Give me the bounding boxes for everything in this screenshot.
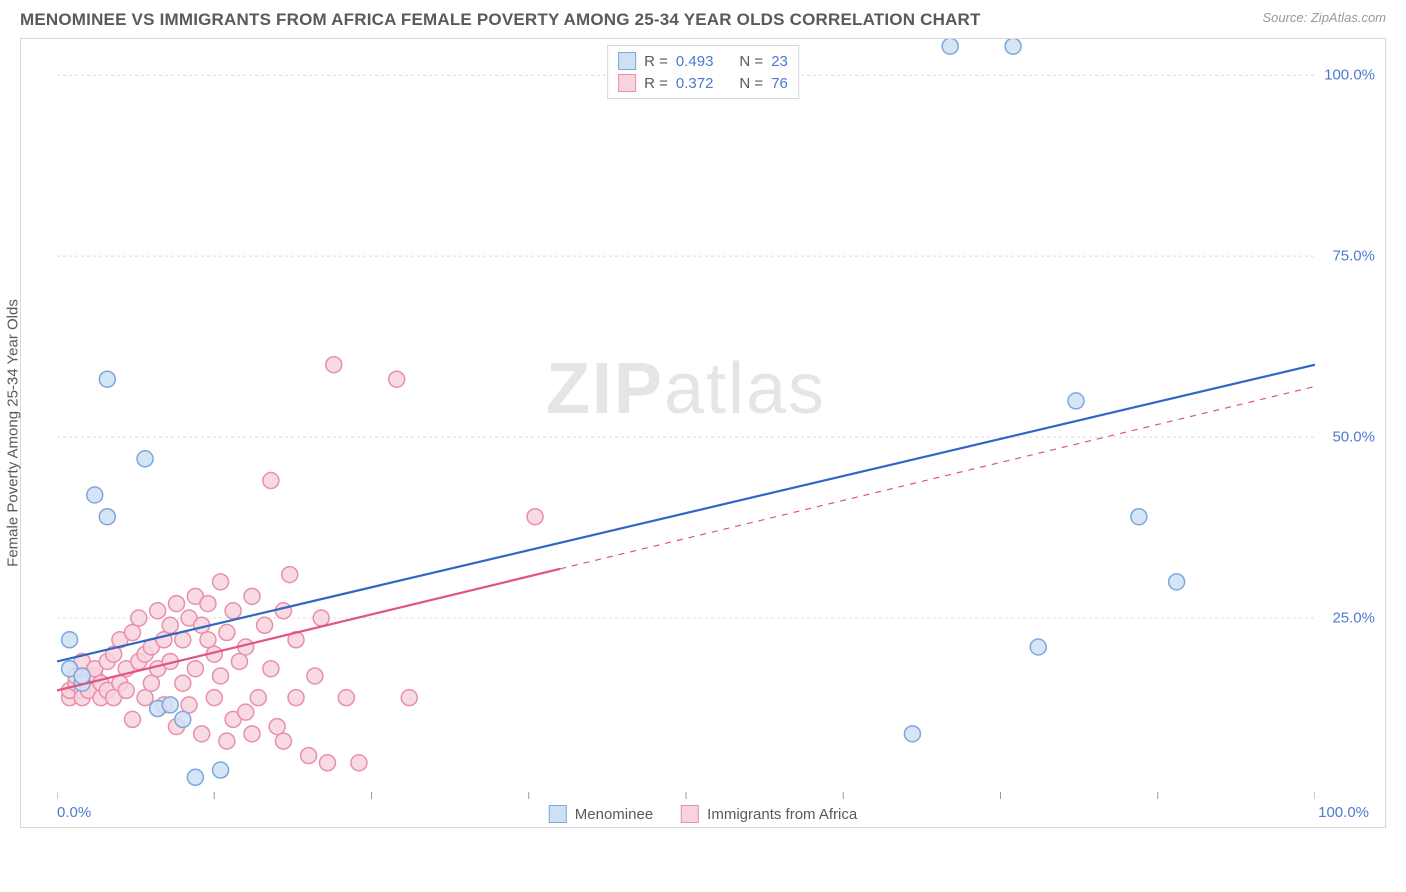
y-tick-label: 50.0%: [1332, 429, 1375, 446]
legend-row-menominee: R = 0.493 N = 23: [618, 50, 788, 72]
swatch-menominee-icon: [549, 805, 567, 823]
y-axis-label: Female Poverty Among 25-34 Year Olds: [5, 299, 22, 567]
swatch-menominee: [618, 52, 636, 70]
plot-area: ZIPatlas 25.0%50.0%75.0%100.0%: [57, 39, 1315, 799]
swatch-africa-icon: [681, 805, 699, 823]
source-attribution: Source: ZipAtlas.com: [1262, 10, 1386, 25]
x-axis-min-label: 0.0%: [57, 804, 91, 821]
y-tick-label: 100.0%: [1324, 67, 1375, 84]
legend-row-africa: R = 0.372 N = 76: [618, 72, 788, 94]
series-legend: Menominee Immigrants from Africa: [549, 805, 857, 823]
swatch-africa: [618, 74, 636, 92]
correlation-legend: R = 0.493 N = 23 R = 0.372 N = 76: [607, 45, 799, 99]
legend-item-menominee: Menominee: [549, 805, 653, 823]
x-axis-max-label: 100.0%: [1318, 804, 1369, 821]
y-tick-label: 25.0%: [1332, 610, 1375, 627]
scatter-plot-svg: [57, 39, 1315, 799]
chart-title: MENOMINEE VS IMMIGRANTS FROM AFRICA FEMA…: [20, 10, 981, 30]
y-tick-label: 75.0%: [1332, 248, 1375, 265]
legend-item-africa: Immigrants from Africa: [681, 805, 857, 823]
chart-container: Female Poverty Among 25-34 Year Olds ZIP…: [20, 38, 1386, 828]
